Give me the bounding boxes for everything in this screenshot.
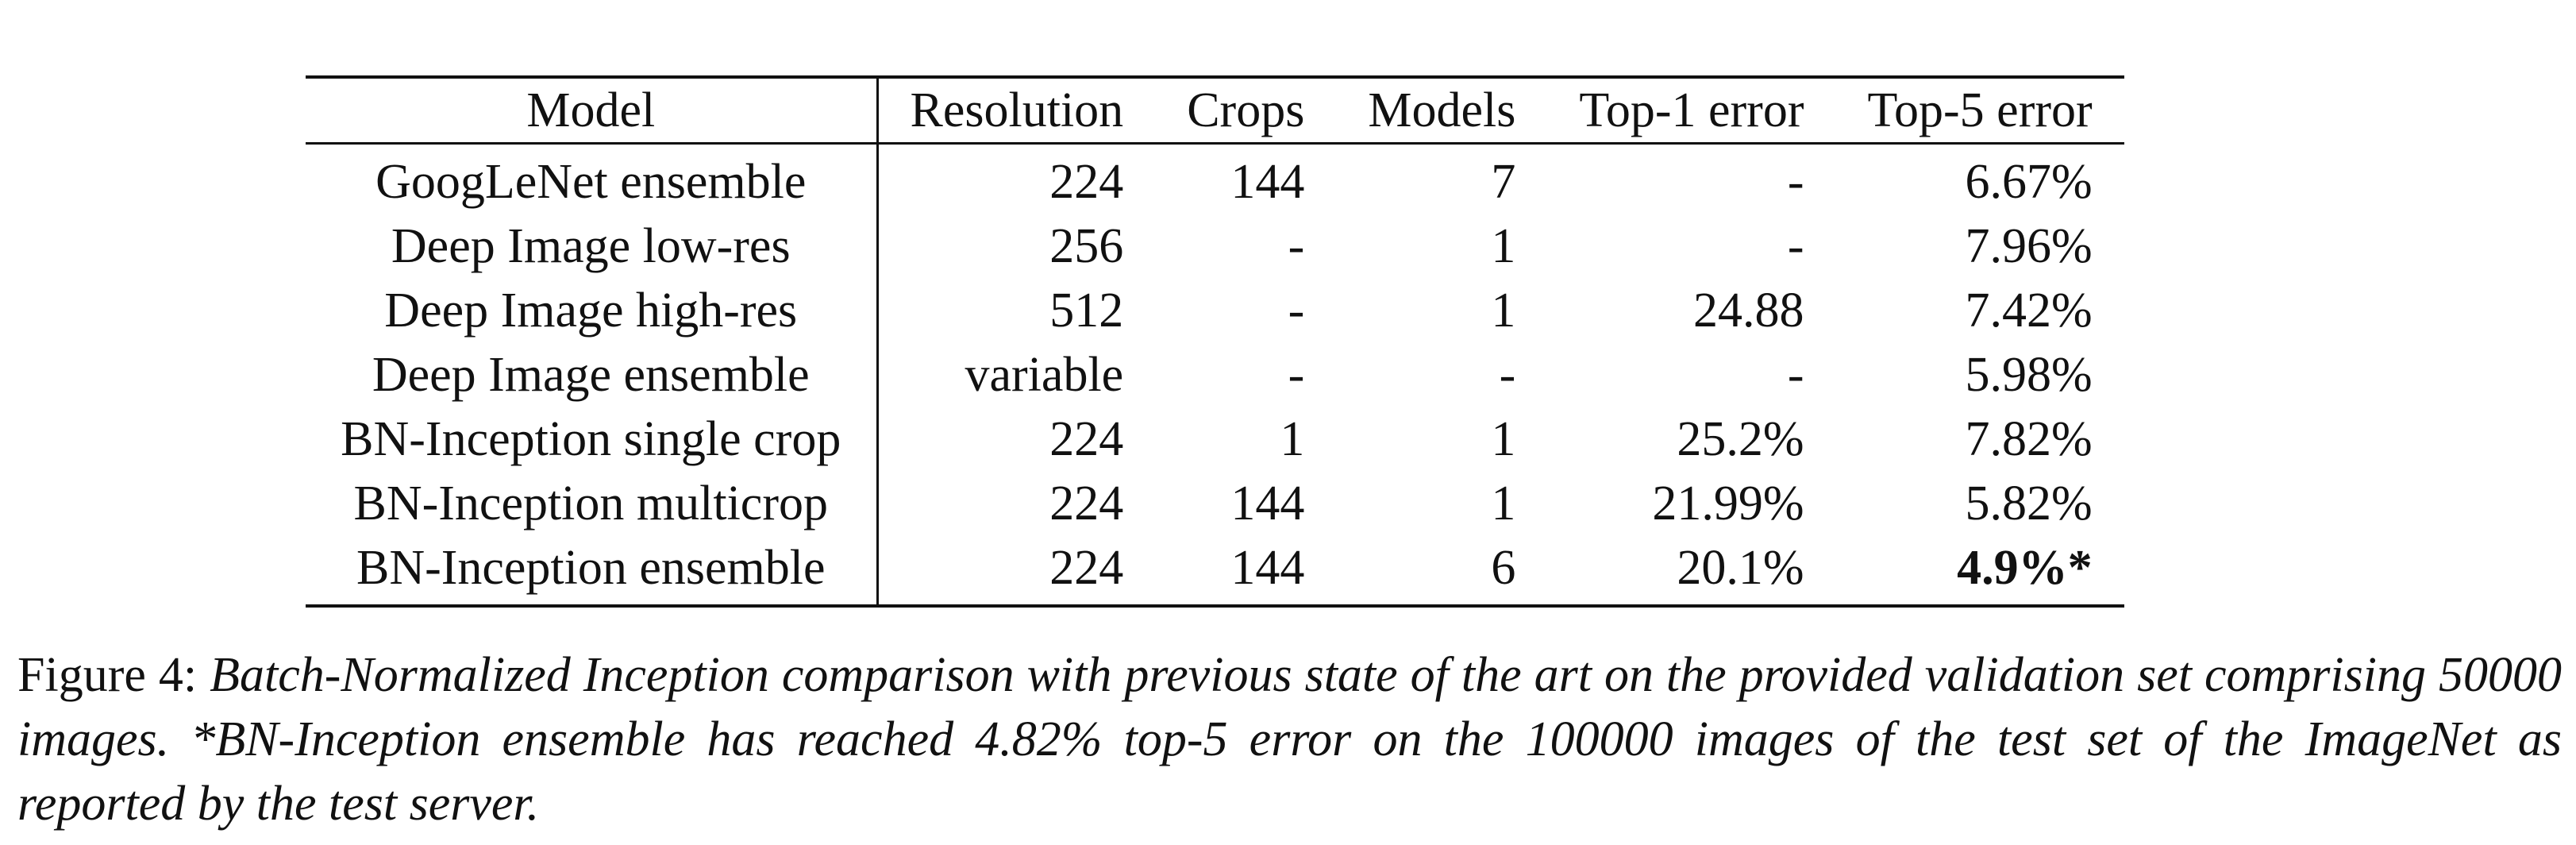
cell-top1-error: - [1787,347,1804,402]
cell-resolution: 224 [1049,476,1124,531]
cell-top5-error-best: 4.9%* [1957,540,2093,595]
table-row: BN-Inception single crop 224 1 1 25.2% 7… [306,407,2124,471]
cell-models: - [1499,347,1516,402]
cell-models: 6 [1491,540,1516,595]
cell-model: Deep Image high-res [306,278,879,342]
cell-resolution: 224 [1049,411,1124,466]
table-row: Deep Image low-res 256 - 1 - 7.96% [306,214,2124,278]
cell-top1-error: 20.1% [1677,540,1804,595]
cell-top5-error: 6.67% [1965,154,2093,209]
header-resolution: Resolution [910,83,1124,137]
table-row: Deep Image high-res 512 - 1 24.88 7.42% [306,278,2124,342]
cell-crops: 144 [1230,476,1305,531]
cell-resolution: 512 [1049,283,1124,338]
cell-models: 7 [1491,154,1516,209]
header-crops: Crops [1187,83,1305,137]
cell-crops: - [1288,347,1305,402]
cell-crops: 144 [1230,540,1305,595]
table-row: Deep Image ensemble variable - - - 5.98% [306,342,2124,407]
cell-top5-error: 5.98% [1965,347,2093,402]
cell-resolution: variable [965,347,1124,402]
cell-model: Deep Image ensemble [306,342,879,407]
cell-top5-error: 7.42% [1965,283,2093,338]
cell-resolution: 256 [1049,218,1124,273]
cell-models: 1 [1491,283,1516,338]
cell-top1-error: 25.2% [1677,411,1804,466]
cell-top5-error: 7.96% [1965,218,2093,273]
cell-model: BN-Inception ensemble [306,535,879,606]
header-models: Models [1368,83,1516,137]
cell-models: 1 [1491,476,1516,531]
cell-top5-error: 7.82% [1965,411,2093,466]
cell-resolution: 224 [1049,540,1124,595]
figure-caption: Figure 4: Batch-Normalized Inception com… [17,643,2562,836]
cell-crops: 1 [1280,411,1305,466]
cell-model: GoogLeNet ensemble [306,143,879,214]
header-model: Model [306,77,879,144]
table-header-row: Model Resolution Crops Models Top-1 erro… [306,77,2124,144]
cell-crops: 144 [1230,154,1305,209]
cell-crops: - [1288,283,1305,338]
results-table: Model Resolution Crops Models Top-1 erro… [306,75,2124,608]
cell-model: Deep Image low-res [306,214,879,278]
table-row: BN-Inception ensemble 224 144 6 20.1% 4.… [306,535,2124,606]
cell-top5-error: 5.82% [1965,476,2093,531]
cell-top1-error: - [1787,154,1804,209]
header-top5-error: Top-5 error [1867,83,2093,137]
cell-model: BN-Inception multicrop [306,471,879,535]
cell-models: 1 [1491,411,1516,466]
cell-top1-error: - [1787,218,1804,273]
cell-top1-error: 24.88 [1692,283,1804,338]
caption-label: Figure 4: [17,648,198,702]
cell-model: BN-Inception single crop [306,407,879,471]
caption-text: Batch-Normalized Inception comparison wi… [17,648,2562,831]
table-row: GoogLeNet ensemble 224 144 7 - 6.67% [306,143,2124,214]
cell-crops: - [1288,218,1305,273]
cell-resolution: 224 [1049,154,1124,209]
cell-models: 1 [1491,218,1516,273]
table-row: BN-Inception multicrop 224 144 1 21.99% … [306,471,2124,535]
cell-top1-error: 21.99% [1652,476,1804,531]
header-top1-error: Top-1 error [1579,83,1804,137]
